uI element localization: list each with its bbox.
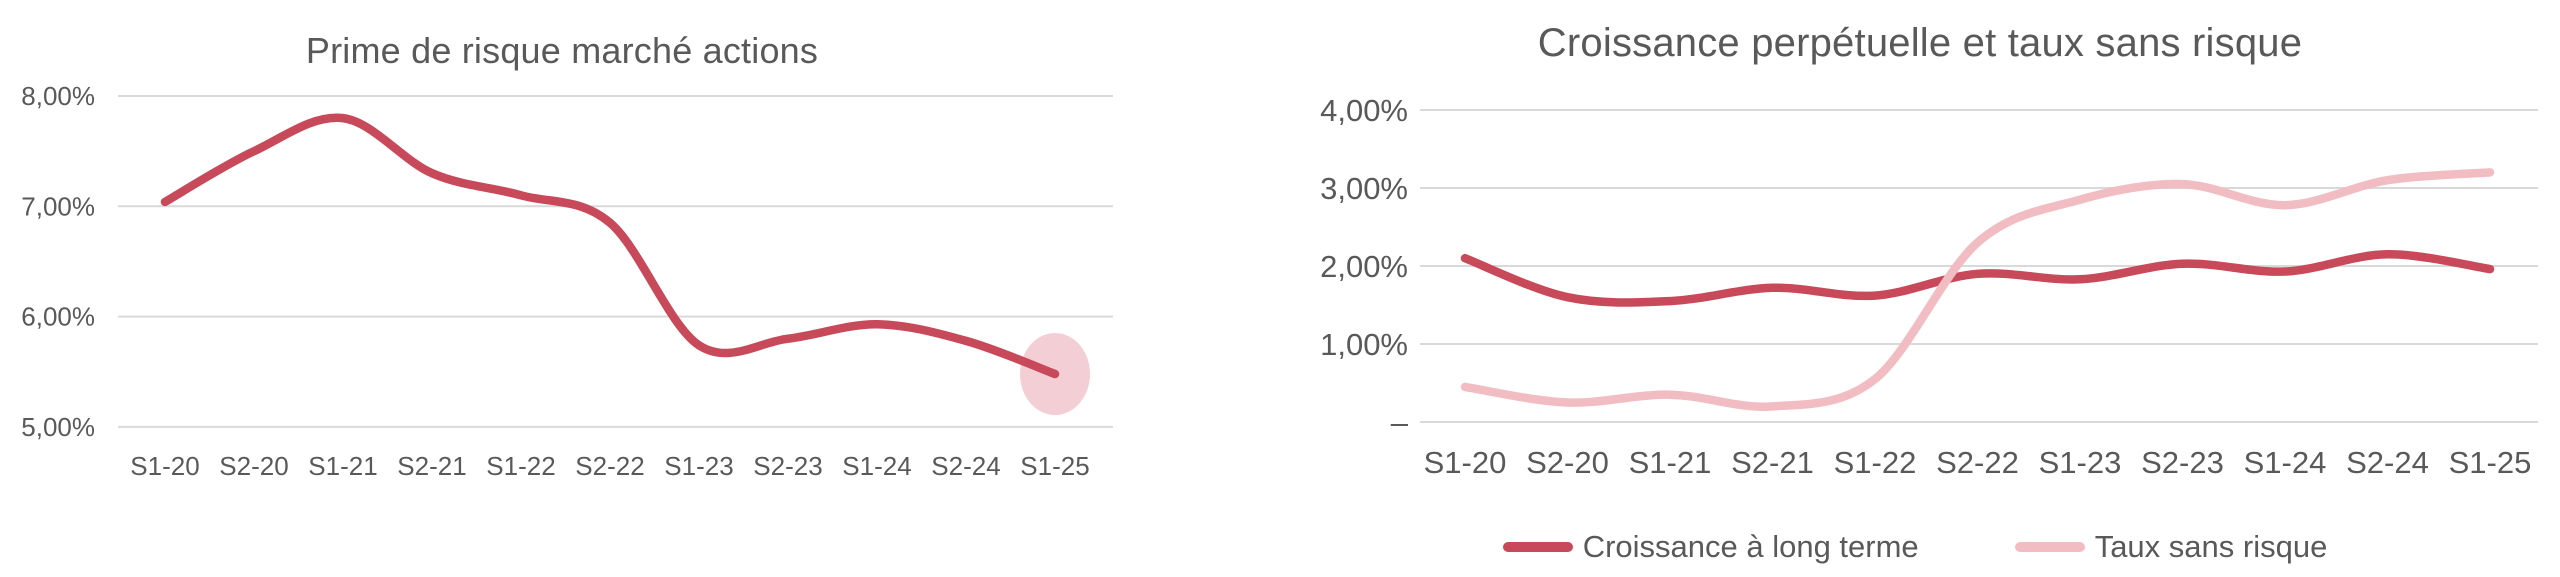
x-tick-label: S1-24 xyxy=(2244,445,2327,480)
series-line-prime-de-risque-march-actions xyxy=(160,113,1060,379)
legend-label-croissance-long-terme: Croissance à long terme xyxy=(1582,529,1919,564)
line-plot-prime-risque: 8,00% 7,00% 6,00% 5,00% S1-20 S2-20 S1-21 S2-21… xyxy=(21,81,1113,481)
x-tick-label: S1-22 xyxy=(1834,445,1917,480)
chart-prime-risque-marche-actions: Prime de risque marché actions 8,00% 7,00… xyxy=(0,0,1180,577)
line-plot-croissance-taux: 4,00% 3,00% 2,00% 1,00% –S1-20 S2-20 S1-21 S2-2… xyxy=(1320,93,2538,480)
x-tick-label: S1-20 xyxy=(1424,445,1507,480)
y-tick-label: 2,00% xyxy=(1320,249,1408,284)
y-tick-label: 3,00% xyxy=(1320,171,1408,206)
x-tick-label: S1-23 xyxy=(2039,445,2122,480)
y-tick-label: 7,00% xyxy=(21,191,95,221)
x-tick-label: S1-21 xyxy=(1629,445,1712,480)
y-tick-label: 8,00% xyxy=(21,81,95,111)
x-tick-label: S2-24 xyxy=(931,451,1000,481)
y-tick-label: – xyxy=(1391,405,1409,440)
x-tick-label: S2-23 xyxy=(2141,445,2224,480)
x-tick-label: S2-20 xyxy=(1526,445,1609,480)
legend-label-taux-sans-risque: Taux sans risque xyxy=(2094,529,2328,564)
x-tick-label: S1-24 xyxy=(842,451,911,481)
x-tick-label: S1-25 xyxy=(2449,445,2532,480)
x-tick-label: S2-24 xyxy=(2346,445,2429,480)
chart-title: Prime de risque marché actions xyxy=(305,30,819,71)
series-line-taux-sans-risque xyxy=(1460,168,2495,411)
legend: Croissance à long terme Taux sans risque xyxy=(1270,529,2560,565)
x-tick-label: S1-22 xyxy=(486,451,555,481)
series-line-croissance-long-terme xyxy=(1460,250,2495,307)
x-tick-label: S1-21 xyxy=(308,451,377,481)
x-tick-label: S2-23 xyxy=(753,451,822,481)
x-tick-label: S2-22 xyxy=(1936,445,2019,480)
x-tick-label: S2-21 xyxy=(397,451,466,481)
y-tick-label: 4,00% xyxy=(1320,93,1408,128)
y-tick-label: 6,00% xyxy=(21,302,95,332)
y-tick-label: 1,00% xyxy=(1320,327,1408,362)
legend-item-croissance-long-terme: Croissance à long terme xyxy=(1502,529,1919,565)
x-tick-label: S1-20 xyxy=(130,451,199,481)
x-tick-label: S2-20 xyxy=(219,451,288,481)
chart-croissance-taux-sans-risque: Croissance perpétuelle et taux sans risq… xyxy=(1180,0,2560,577)
x-tick-label: S1-23 xyxy=(664,451,733,481)
legend-item-taux-sans-risque: Taux sans risque xyxy=(2014,529,2328,565)
y-tick-label: 5,00% xyxy=(21,412,95,442)
x-tick-label: S2-21 xyxy=(1731,445,1814,480)
x-tick-label: S1-25 xyxy=(1020,451,1089,481)
legend-swatch-croissance-long-terme xyxy=(1502,542,1573,552)
x-tick-label: S2-22 xyxy=(575,451,644,481)
chart-title: Croissance perpétuelle et taux sans risq… xyxy=(1537,21,2303,65)
legend-swatch-taux-sans-risque xyxy=(2014,542,2085,552)
